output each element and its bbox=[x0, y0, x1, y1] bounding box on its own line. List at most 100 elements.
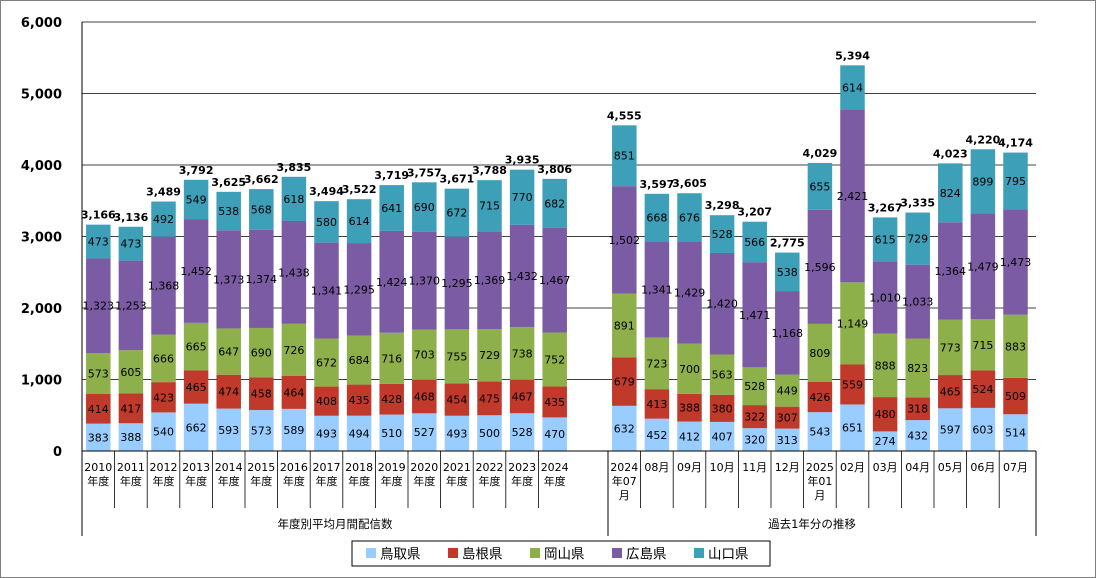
segment-label: 527 bbox=[414, 426, 435, 439]
x-category-label: 03月 bbox=[873, 461, 898, 474]
bar-segment bbox=[677, 241, 702, 344]
segment-label: 414 bbox=[88, 403, 109, 416]
x-category-label: 02月 bbox=[840, 461, 865, 474]
segment-label: 1,323 bbox=[83, 300, 115, 313]
bar-segment bbox=[118, 226, 144, 261]
x-category-label: 年度 bbox=[185, 474, 207, 488]
x-category-label: 年度 bbox=[413, 474, 435, 488]
segment-label: 589 bbox=[283, 424, 304, 437]
segment-label: 524 bbox=[972, 383, 993, 396]
legend-swatch bbox=[366, 548, 376, 558]
bar-segment bbox=[840, 65, 865, 110]
segment-label: 676 bbox=[679, 211, 700, 224]
bar-segment bbox=[216, 328, 241, 375]
segment-label: 1,010 bbox=[869, 291, 901, 304]
segment-label: 474 bbox=[218, 386, 239, 399]
segment-label: 1,479 bbox=[967, 260, 999, 273]
segment-label: 1,432 bbox=[506, 270, 538, 283]
bar-segment bbox=[183, 322, 209, 371]
segment-label: 493 bbox=[316, 427, 337, 440]
total-label: 3,605 bbox=[672, 177, 707, 190]
segment-label: 435 bbox=[544, 396, 565, 409]
bar-segment bbox=[872, 397, 898, 432]
segment-label: 726 bbox=[283, 344, 304, 357]
segment-label: 1,420 bbox=[706, 298, 738, 311]
segment-label: 888 bbox=[875, 359, 896, 372]
segment-label: 549 bbox=[186, 193, 207, 206]
legend-label: 岡山県 bbox=[544, 547, 585, 563]
bar-segment bbox=[379, 230, 404, 333]
bar-segment bbox=[872, 217, 898, 262]
bar-segment bbox=[709, 354, 735, 395]
segment-label: 494 bbox=[349, 427, 370, 440]
segment-label: 1,295 bbox=[343, 283, 375, 296]
legend-label: 広島県 bbox=[626, 547, 667, 563]
bar-segment bbox=[742, 367, 767, 406]
bar-segment bbox=[183, 403, 209, 451]
bar-segment bbox=[677, 393, 702, 422]
bar-segment bbox=[86, 423, 111, 451]
segment-label: 770 bbox=[512, 191, 533, 204]
segment-label: 641 bbox=[381, 202, 402, 215]
segment-label: 468 bbox=[414, 391, 435, 404]
segment-label: 417 bbox=[120, 402, 141, 415]
bar-segment bbox=[86, 353, 111, 395]
bar-segment bbox=[314, 415, 339, 451]
bar-segment bbox=[905, 397, 930, 421]
bar-segment bbox=[970, 213, 996, 320]
bar-segment bbox=[872, 261, 898, 334]
bar-segment bbox=[938, 319, 963, 376]
x-axis: 2010年度2011年度2012年度2013年度2014年度2015年度2016… bbox=[81, 450, 1037, 536]
segment-label: 795 bbox=[1005, 175, 1026, 188]
segment-label: 510 bbox=[381, 427, 402, 440]
x-category-label: 2021 bbox=[443, 461, 471, 474]
bar-segment bbox=[151, 382, 176, 413]
bar-segment bbox=[542, 417, 567, 451]
x-category-label: 2011 bbox=[117, 461, 145, 474]
segment-label: 1,438 bbox=[278, 266, 310, 279]
x-category-label: 2015 bbox=[247, 461, 275, 474]
total-label: 3,792 bbox=[179, 164, 214, 177]
segment-label: 388 bbox=[679, 402, 700, 415]
bar-segment bbox=[346, 199, 372, 244]
bar-segment bbox=[183, 219, 209, 323]
y-tick-label: 2,000 bbox=[21, 302, 62, 317]
segment-label: 690 bbox=[251, 347, 272, 360]
bar-segment bbox=[612, 125, 637, 187]
bar-segment bbox=[644, 337, 670, 390]
segment-label: 454 bbox=[446, 394, 467, 407]
bar-segment bbox=[840, 282, 865, 365]
segment-label: 383 bbox=[88, 431, 109, 444]
y-tick-label: 1,000 bbox=[21, 374, 62, 389]
segment-label: 1,341 bbox=[311, 285, 343, 298]
bar-segment bbox=[938, 222, 963, 320]
total-label: 3,935 bbox=[505, 154, 540, 167]
segment-label: 690 bbox=[414, 201, 435, 214]
segment-label: 729 bbox=[479, 349, 500, 362]
total-label: 4,174 bbox=[998, 137, 1033, 150]
bar-segment bbox=[1003, 209, 1028, 315]
bar-segment bbox=[872, 431, 898, 451]
segment-label: 1,596 bbox=[804, 261, 836, 274]
segment-label: 580 bbox=[316, 216, 337, 229]
segment-label: 458 bbox=[251, 388, 272, 401]
bar-segment bbox=[542, 386, 567, 418]
bar-segment bbox=[346, 384, 372, 416]
segment-label: 568 bbox=[251, 203, 272, 216]
segment-label: 473 bbox=[120, 238, 141, 251]
segment-label: 464 bbox=[283, 386, 304, 399]
total-label: 3,625 bbox=[211, 176, 246, 189]
segment-label: 752 bbox=[544, 353, 565, 366]
x-category-label: 2024 bbox=[610, 461, 638, 474]
x-category-label: 年度 bbox=[120, 474, 142, 488]
bar-segment bbox=[379, 383, 404, 415]
bar-segment bbox=[509, 413, 535, 451]
bar-segment bbox=[412, 379, 437, 414]
segment-label: 1,295 bbox=[441, 277, 473, 290]
segment-label: 412 bbox=[679, 430, 700, 443]
segment-label: 614 bbox=[842, 81, 863, 94]
bar-segment bbox=[314, 386, 339, 416]
x-category-label: 年度 bbox=[479, 474, 501, 488]
bar-segment bbox=[775, 406, 800, 429]
bar-segment bbox=[477, 231, 502, 330]
